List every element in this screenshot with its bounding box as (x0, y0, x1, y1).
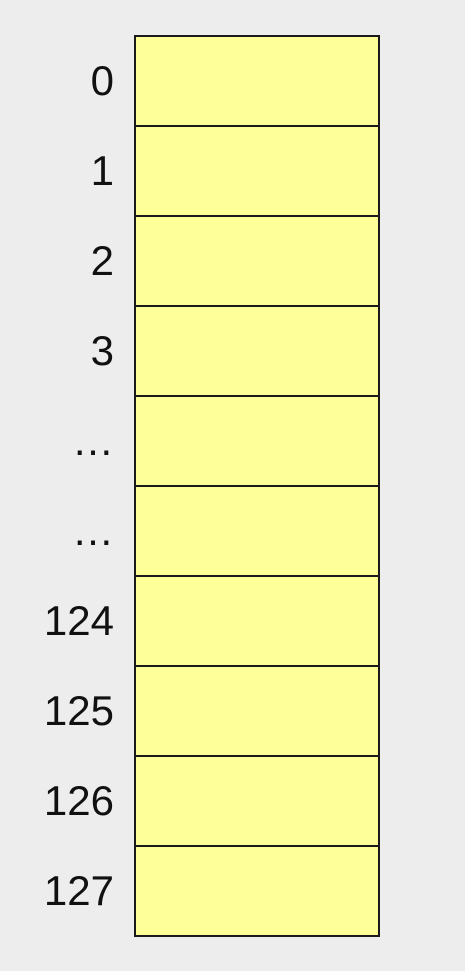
array-cell (136, 577, 378, 667)
index-label: 126 (43, 777, 114, 824)
array-cell (136, 307, 378, 397)
index-label: 125 (43, 687, 114, 734)
array-cell (136, 487, 378, 577)
array-cell (136, 217, 378, 307)
array-cell (136, 37, 378, 127)
index-label: … (72, 417, 114, 464)
index-label: 3 (90, 327, 114, 374)
array-cell (136, 667, 378, 757)
array-cells (134, 35, 380, 937)
index-label: … (72, 507, 114, 554)
array-cell (136, 847, 378, 937)
array-cell (136, 127, 378, 217)
index-label: 127 (43, 867, 114, 914)
array-cell (136, 397, 378, 487)
index-label: 124 (43, 597, 114, 644)
index-labels: 0 1 2 3 … … 124 125 126 127 (0, 35, 114, 935)
index-label: 2 (90, 237, 114, 284)
array-cell (136, 757, 378, 847)
index-label: 0 (90, 57, 114, 104)
index-label: 1 (90, 147, 114, 194)
